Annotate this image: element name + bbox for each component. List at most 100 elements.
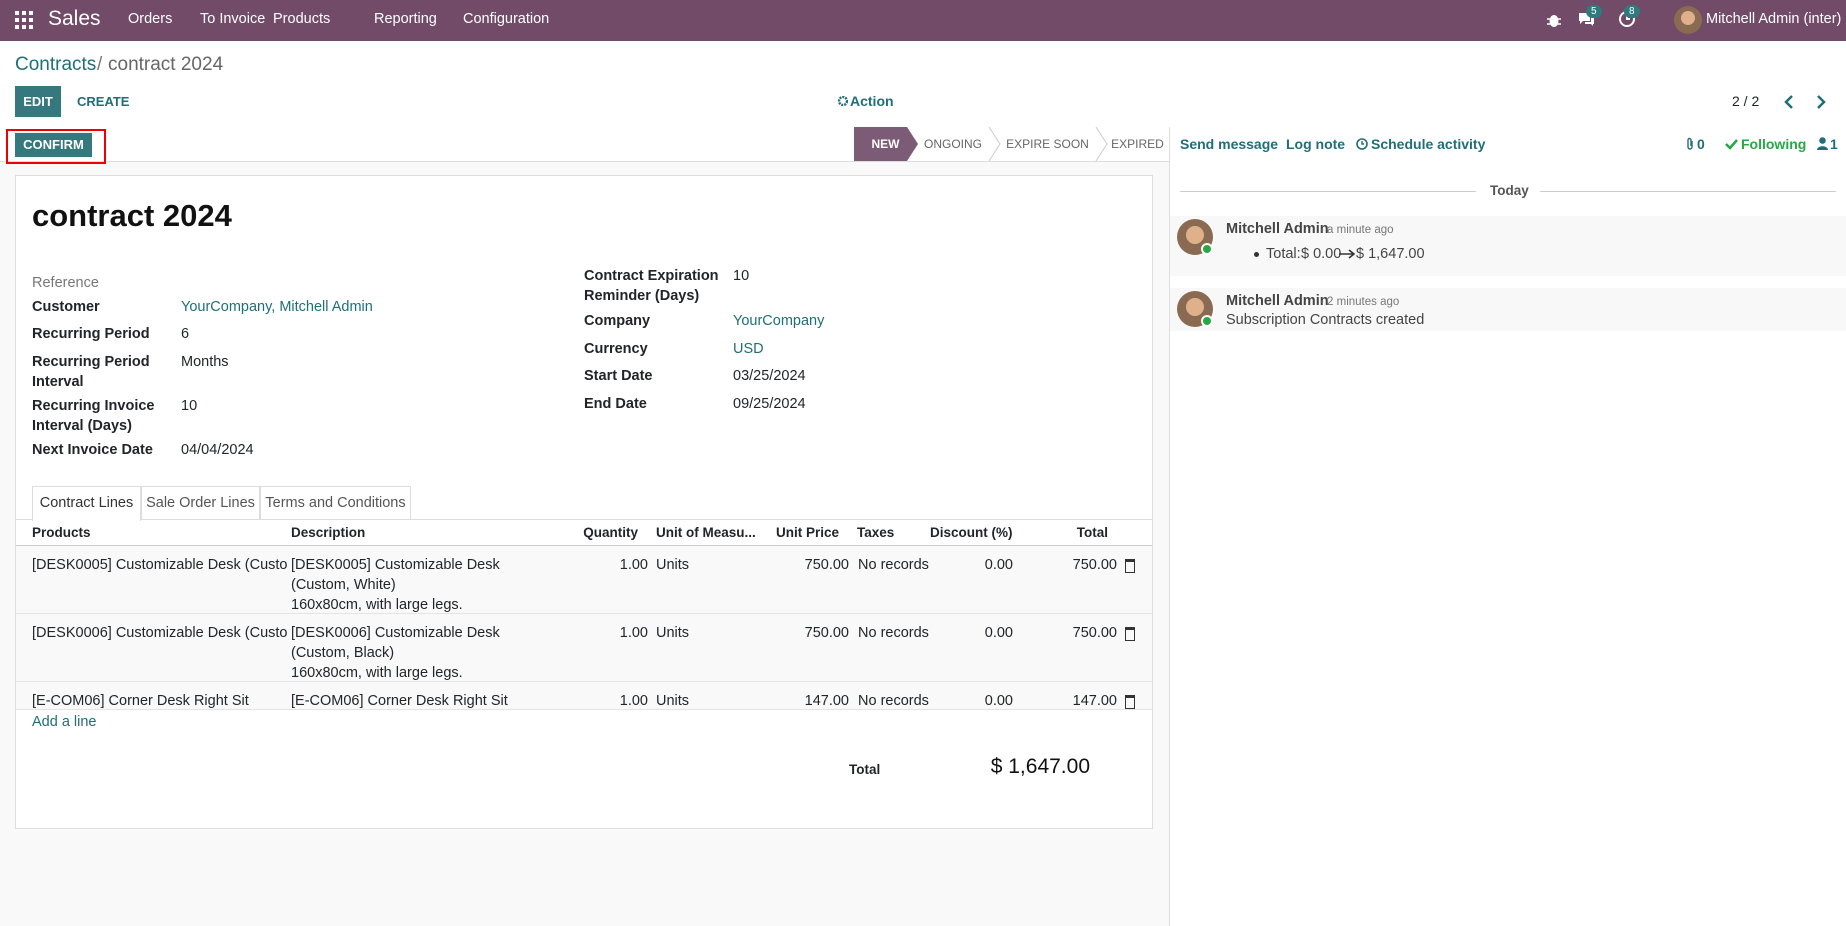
arrow-icon [1339,249,1356,259]
cell-description: [DESK0006] Customizable Desk (Custom, Bl… [291,625,500,661]
field-value[interactable]: USD [733,341,764,357]
message-time: - 2 minutes ago [1320,296,1400,308]
field-label: Recurring Period [32,326,150,342]
cell-discount: 0.00 [984,625,1013,641]
user-icon [1817,137,1828,150]
pager-arrows[interactable] [1782,94,1830,110]
header-border [16,545,1152,546]
cell-product: [E-COM06] Corner Desk Right Sit [32,693,249,709]
breadcrumb-separator: / [97,54,103,75]
delete-icon[interactable] [1125,695,1135,709]
cell-total: 147.00 [1072,693,1117,709]
field-label: Reference [32,275,99,291]
tab[interactable]: Terms and Conditions [260,486,411,520]
cell-total: 750.00 [1072,625,1117,641]
field-value: 10 [733,268,750,284]
delete-icon[interactable] [1125,559,1135,573]
column-header: Total [1076,525,1108,540]
row [16,682,1152,710]
cell-quantity: 1.00 [619,557,648,573]
following[interactable]: Following [1741,136,1807,152]
cell-product: [DESK0006] Customizable Desk (Custom, ..… [32,625,287,641]
active-stage [854,127,918,161]
edit-button[interactable]: EDIT [15,86,61,117]
create-button[interactable]: CREATE [77,94,130,109]
menu-item[interactable]: To Invoice [200,11,266,27]
date-separator: Today [1490,183,1529,198]
cell-quantity: 1.00 [619,625,648,641]
menu-item[interactable]: Configuration [463,11,550,27]
author-avatar [1177,291,1213,327]
followers-count[interactable]: 1 [1830,136,1838,152]
field-value[interactable]: YourCompany, Mitchell Admin [181,299,373,315]
cell-description: [E-COM06] Corner Desk Right Sit [291,693,508,709]
apps-icon[interactable] [15,11,33,29]
menu-item[interactable]: Products [273,11,331,27]
column-header: Quantity [583,525,638,540]
tab-border [16,519,1152,520]
cell-taxes: No records [858,557,929,573]
action-button[interactable]: Action [850,93,894,109]
field-value: 6 [181,326,190,342]
stage[interactable]: EXPIRE SOON [1006,137,1089,151]
attachments-count[interactable]: 0 [1697,136,1705,152]
separator-line [1540,191,1836,192]
menu-item[interactable]: Reporting [374,11,437,27]
confirm-button[interactable]: CONFIRM [15,133,92,157]
breadcrumb-parent[interactable]: Contracts [15,54,97,75]
tab[interactable]: Contract Lines [32,486,141,521]
column-header: Products [32,525,91,540]
field-value: Months [181,354,229,370]
tracking-old: $ 0.00 [1301,246,1342,262]
debug-icon[interactable] [1546,11,1562,29]
message-author: Mitchell Admin [1226,293,1329,309]
tracking-field: Total: [1266,246,1301,262]
field-value: 04/04/2024 [181,442,254,458]
stage[interactable]: ONGOING [923,137,982,151]
highlight-box [6,129,106,164]
pager: 2 / 2 [1732,93,1760,109]
row [16,546,1152,614]
navbar [0,0,1846,41]
user-avatar[interactable] [1674,6,1702,34]
stage[interactable]: NEW [871,137,900,151]
send-message[interactable]: Send message [1180,136,1279,152]
delete-icon[interactable] [1125,627,1135,641]
paperclip-icon [1687,137,1693,150]
column-header: Unit Price [775,525,839,540]
bullet [1254,252,1259,257]
field-value[interactable]: YourCompany [733,313,825,329]
field-label: Recurring Invoice Interval (Days) [32,398,155,434]
schedule-activity[interactable]: Schedule activity [1371,136,1486,152]
cell-product: [DESK0005] Customizable Desk (Custom, ..… [32,557,287,573]
stage-arrows [854,127,1108,162]
cell-discount: 0.00 [984,693,1013,709]
tab[interactable]: Sale Order Lines [141,486,260,520]
log-note[interactable]: Log note [1286,136,1346,152]
column-header: Unit of Measu... [656,525,756,540]
stage-separator [1095,127,1108,162]
field-label: Contract Expiration Reminder (Days) [584,268,719,304]
cell-uom: Units [656,557,690,573]
message-body: Subscription Contracts created [1226,312,1425,328]
clock-icon [1356,138,1368,150]
menu-item[interactable]: Orders [128,11,173,27]
field-value: 10 [181,398,198,414]
stage-separator [988,127,1001,162]
cell-taxes: No records [858,625,929,641]
cell-taxes: No records [858,693,929,709]
stage[interactable]: EXPIRED [1111,137,1164,151]
row [16,614,1152,682]
cell-total: 750.00 [1072,557,1117,573]
user-name[interactable]: Mitchell Admin (inter) [1706,11,1842,27]
badge: 8 [1624,5,1640,18]
message-author: Mitchell Admin [1226,221,1329,237]
field-label: Company [584,313,651,329]
column-header: Description [291,525,366,540]
cell-description: 160x80cm, with large legs. [291,597,463,613]
app-name[interactable]: Sales [48,7,101,30]
add-line[interactable]: Add a line [32,714,97,730]
field-label: End Date [584,396,647,412]
field-label: Currency [584,341,648,357]
